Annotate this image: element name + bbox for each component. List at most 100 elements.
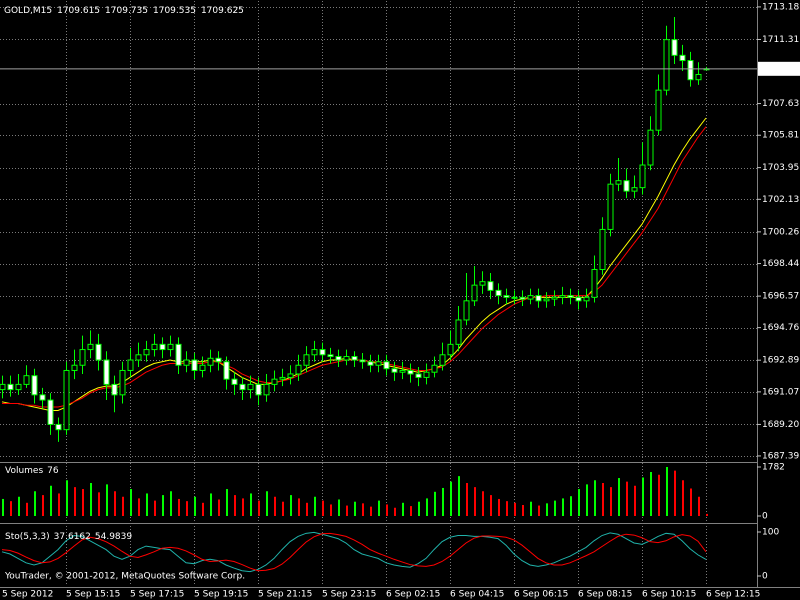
stochastic-line xyxy=(1,531,707,573)
candle-body xyxy=(519,296,526,300)
volume-bar xyxy=(346,505,348,516)
volume-bar xyxy=(650,472,652,516)
volume-bar xyxy=(50,485,52,516)
candle-body xyxy=(135,354,142,361)
volume-bar xyxy=(402,502,404,516)
copyright-footer: YouTrader, © 2001-2012, MetaQuotes Softw… xyxy=(4,572,245,582)
volume-bar xyxy=(170,491,172,516)
candle-body xyxy=(631,187,638,192)
pane-header: GOLD,M15 1709.615 1709.735 1709.535 1709.625 xyxy=(4,6,244,16)
candle-body xyxy=(559,295,566,298)
volume-bar xyxy=(106,484,108,516)
candle-body xyxy=(199,364,206,371)
volume-bar xyxy=(370,506,372,516)
volume-bar xyxy=(26,502,28,516)
x-tick-label: 5 Sep 15:15 xyxy=(66,590,120,600)
volume-title: Volumes xyxy=(5,466,43,476)
candle-body xyxy=(439,354,446,366)
candle-body xyxy=(695,73,702,81)
volume-bar xyxy=(570,496,572,516)
candle-body xyxy=(495,289,502,297)
candle-body xyxy=(431,364,438,373)
x-tick-label: 5 Sep 23:15 xyxy=(322,590,376,600)
volume-bar xyxy=(10,501,12,516)
stochastic-last: 54.9839 xyxy=(95,532,132,542)
y-tick-label: 0 xyxy=(762,572,768,582)
candle-body xyxy=(295,364,302,375)
volume-bar xyxy=(338,499,340,516)
volume-bar xyxy=(434,491,436,516)
volume-bar xyxy=(658,474,660,516)
candle-body xyxy=(391,368,398,373)
volume-bar xyxy=(410,506,412,516)
y-tick-label: 1713.18 xyxy=(762,2,799,12)
volume-bar xyxy=(466,483,468,516)
candle-body xyxy=(599,228,606,270)
candle-body xyxy=(87,343,94,351)
volume-bar xyxy=(522,505,524,516)
volume-bar xyxy=(202,502,204,516)
candle-body xyxy=(447,343,454,356)
candle-body xyxy=(407,369,414,375)
volume-bar xyxy=(666,467,668,516)
x-tick-label: 6 Sep 06:15 xyxy=(514,590,568,600)
x-tick-label: 5 Sep 19:15 xyxy=(194,590,248,600)
volume-bar xyxy=(618,478,620,516)
volume-bar xyxy=(282,501,284,516)
candle-body xyxy=(639,164,646,189)
candle-body xyxy=(671,39,678,56)
volume-bar xyxy=(162,495,164,516)
candle-body xyxy=(175,343,182,366)
y-tick-label: 1689.20 xyxy=(762,420,799,430)
volume-bar xyxy=(394,507,396,516)
candle-body xyxy=(647,129,654,166)
candle-body xyxy=(303,354,310,366)
candle-body xyxy=(71,364,78,371)
volume-bar xyxy=(194,496,196,516)
candle-body xyxy=(127,359,134,371)
y-tick-label: 1692.89 xyxy=(762,356,799,366)
candle-body xyxy=(215,357,222,363)
header-low: 1709.535 xyxy=(153,6,196,16)
volume-bar xyxy=(258,500,260,516)
stochastic-line xyxy=(1,532,707,572)
volume-bar xyxy=(266,491,268,516)
volume-bar xyxy=(274,496,276,516)
volume-bar xyxy=(306,502,308,516)
symbol-title: GOLD,M15 xyxy=(4,6,52,16)
volume-bar xyxy=(450,481,452,516)
candle-body xyxy=(39,394,46,401)
candle-body xyxy=(151,343,158,351)
volume-bar xyxy=(362,503,364,516)
candle-body xyxy=(167,343,174,351)
candle-body xyxy=(287,373,294,378)
candle-body xyxy=(367,361,374,366)
candle-body xyxy=(47,399,54,425)
candle-body xyxy=(183,359,190,366)
volume-bar xyxy=(354,501,356,516)
candle-body xyxy=(279,376,286,380)
x-tick-label: 5 Sep 17:15 xyxy=(130,590,184,600)
candle-body xyxy=(263,383,270,396)
candle-body xyxy=(335,356,342,361)
candle-body xyxy=(423,371,430,378)
candle-body xyxy=(239,383,246,391)
candle-body xyxy=(663,39,670,91)
candle-body xyxy=(383,361,390,370)
candle-body xyxy=(223,361,230,380)
y-tick-label: 1694.76 xyxy=(762,323,799,333)
candle-body xyxy=(399,369,406,373)
volume-bar xyxy=(66,480,68,516)
candle-body xyxy=(143,349,150,356)
candle-body xyxy=(679,54,686,62)
volume-bar xyxy=(378,500,380,516)
candle-body xyxy=(415,373,422,378)
volume-bar xyxy=(82,489,84,516)
volume-bar xyxy=(18,496,20,516)
volume-bar xyxy=(74,487,76,516)
candle-body xyxy=(255,383,262,396)
candle-body xyxy=(111,383,118,396)
y-tick-label: 1707.63 xyxy=(762,99,799,109)
current-price-label: 1709.625 xyxy=(762,64,800,74)
volume-bar xyxy=(418,501,420,516)
